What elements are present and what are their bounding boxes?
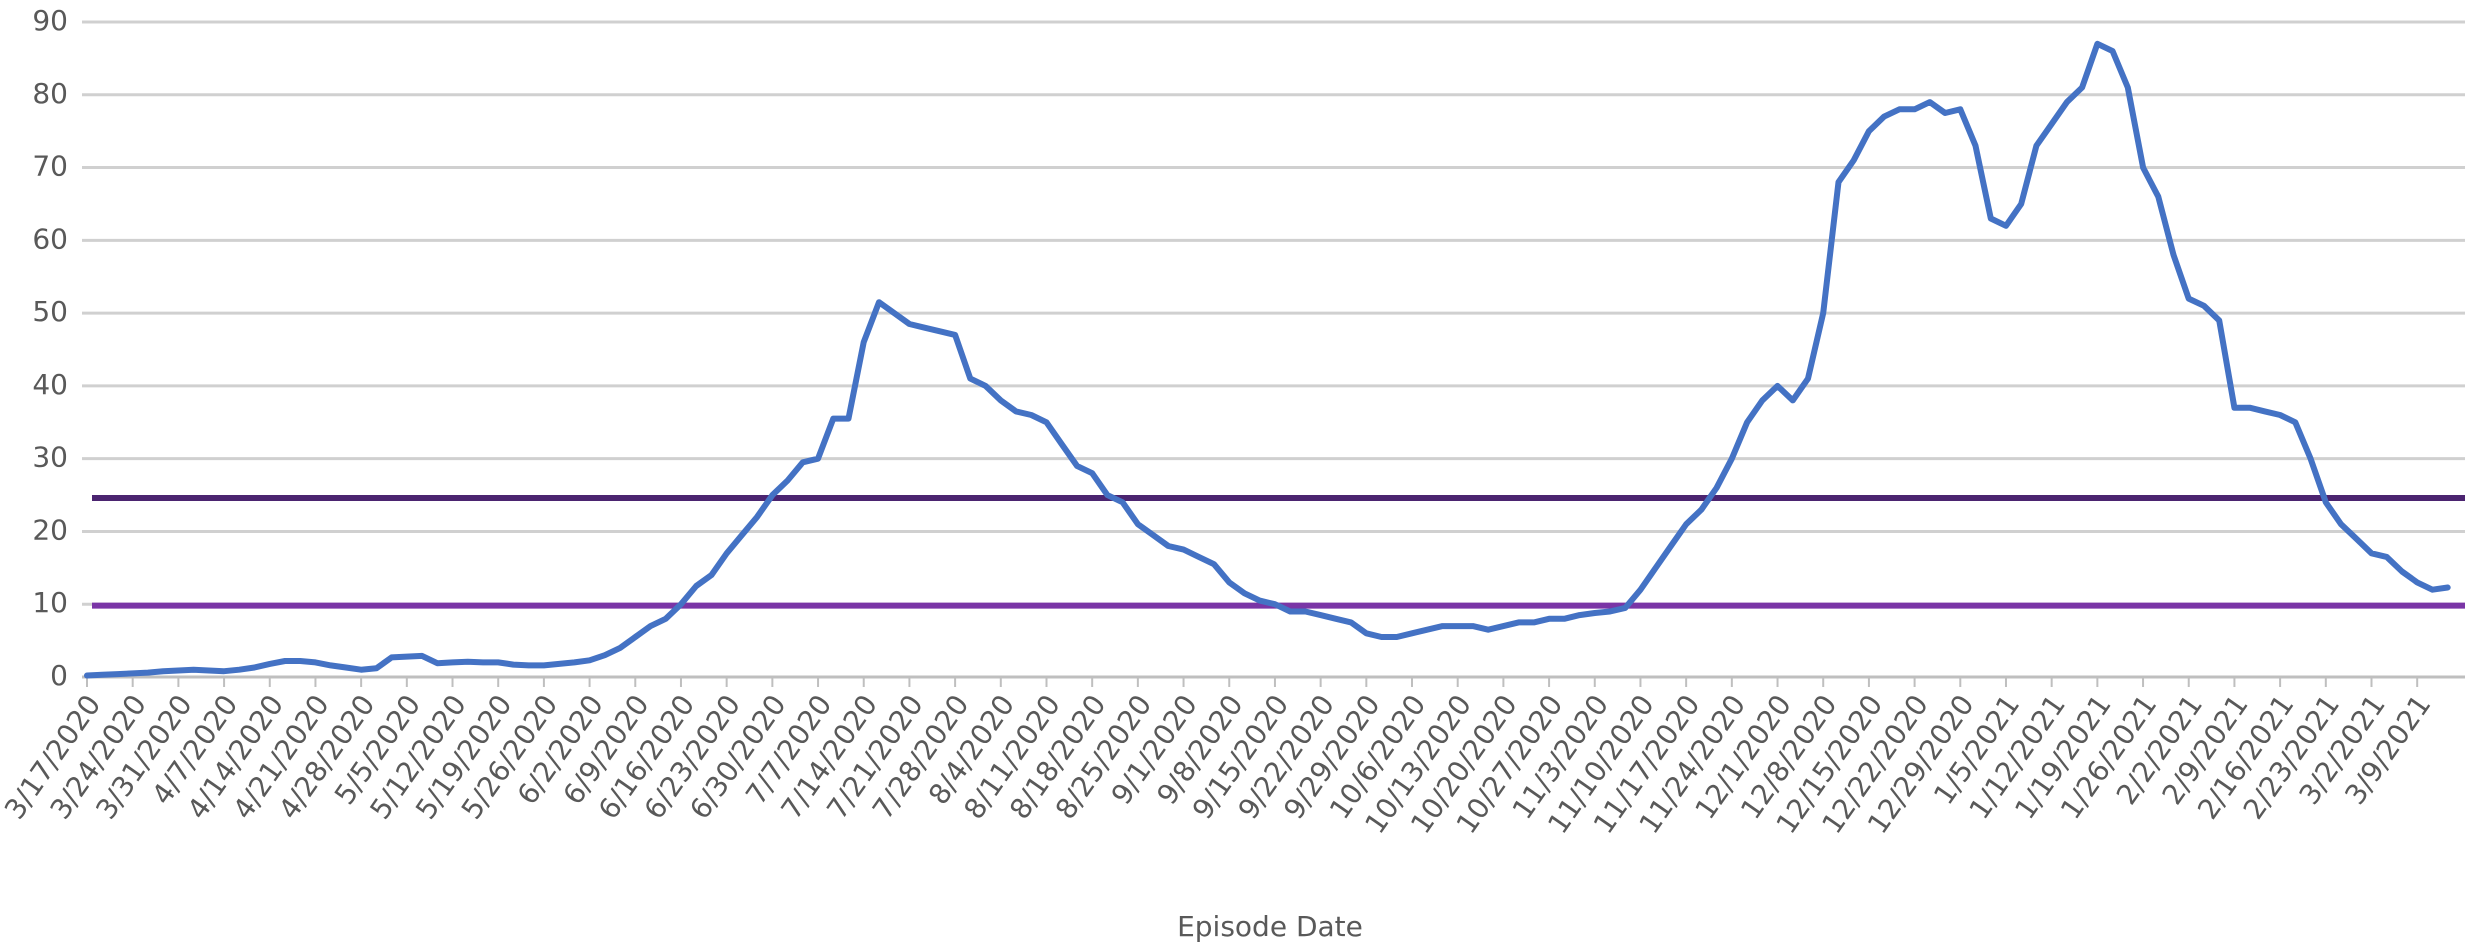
y-tick-label: 80: [32, 77, 68, 110]
y-tick-label: 10: [32, 586, 68, 619]
y-tick-label: 50: [32, 295, 68, 328]
y-tick-label: 60: [32, 222, 68, 255]
x-axis-label: Episode Date: [1177, 910, 1363, 943]
y-tick-label: 70: [32, 150, 68, 183]
y-tick-label: 0: [50, 659, 68, 692]
data-line: [84, 40, 2451, 679]
y-tick-label: 30: [32, 441, 68, 474]
y-tick-label: 20: [32, 513, 68, 546]
y-tick-label: 90: [32, 4, 68, 37]
y-tick-label: 40: [32, 368, 68, 401]
